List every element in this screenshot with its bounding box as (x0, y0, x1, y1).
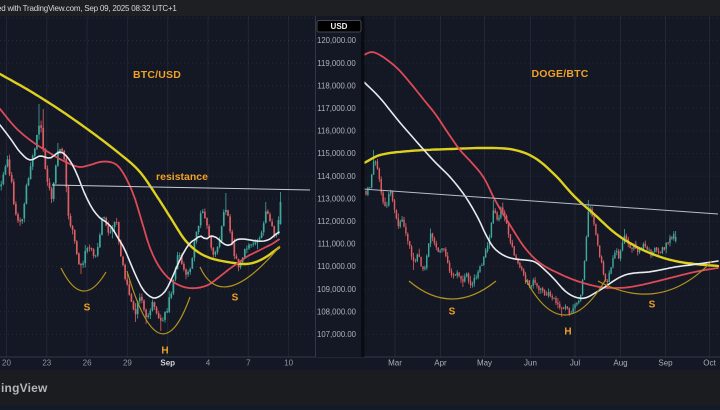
pattern-label-h: H (564, 327, 571, 338)
time-tick-label: Jul (570, 359, 580, 368)
tradingview-watermark: ingView (1, 381, 48, 395)
pattern-label-s: S (649, 300, 656, 311)
price-tick-label: 112,000.00 (317, 217, 356, 226)
price-tick-label: 115,000.00 (317, 149, 356, 158)
time-tick-label: May (477, 359, 492, 368)
time-tick-label: Oct (703, 359, 716, 368)
time-tick-label: Sep (160, 359, 175, 368)
price-axis[interactable]: 120,000.00 119,000.00 118,000.00 117,000.00… (315, 16, 365, 357)
currency-badge[interactable]: USD (317, 21, 361, 33)
price-tick-label: 116,000.00 (317, 127, 356, 136)
price-tick-label: 114,000.00 (317, 172, 356, 181)
price-tick-label: 108,000.00 (317, 307, 357, 316)
time-tick-label: Mar (388, 359, 402, 368)
time-tick-label: 10 (284, 359, 293, 368)
pattern-label-s: S (449, 307, 456, 318)
time-tick-label: 29 (123, 359, 132, 368)
pane-separator[interactable] (361, 16, 365, 357)
time-tick-label: Apr (434, 359, 447, 368)
time-tick-label: 23 (42, 359, 51, 368)
currency-badge-label: USD (331, 22, 348, 31)
time-tick-label: 4 (206, 359, 211, 368)
price-tick-label: 118,000.00 (317, 81, 356, 90)
pattern-label-h: H (161, 346, 168, 357)
time-tick-label: 26 (83, 359, 92, 368)
attribution-bar: ed with TradingView.com, Sep 09, 2025 08… (0, 0, 720, 16)
footer-bar: ingView (0, 370, 720, 405)
time-tick-label: 7 (246, 359, 251, 368)
price-tick-label: 110,000.00 (317, 262, 356, 271)
price-tick-label: 120,000.00 (317, 36, 357, 45)
price-tick-label: 111,000.00 (318, 240, 357, 249)
time-tick-label: Sep (658, 359, 673, 368)
pattern-label-s: S (232, 293, 239, 304)
symbol-title: BTC/USD (133, 69, 181, 81)
symbol-title: DOGE/BTC (531, 68, 588, 80)
time-tick-label: 20 (2, 359, 11, 368)
resistance-label[interactable]: resistance (156, 171, 208, 183)
price-tick-label: 107,000.00 (317, 330, 357, 339)
price-tick-label: 109,000.00 (317, 285, 357, 294)
price-tick-label: 117,000.00 (317, 104, 356, 113)
price-tick-label: 113,000.00 (317, 194, 356, 203)
price-tick-label: 119,000.00 (317, 59, 356, 68)
time-tick-label: Jun (524, 359, 537, 368)
attribution-text: ed with TradingView.com, Sep 09, 2025 08… (0, 4, 177, 13)
time-tick-label: Aug (613, 359, 627, 368)
pattern-label-s: S (84, 303, 91, 314)
